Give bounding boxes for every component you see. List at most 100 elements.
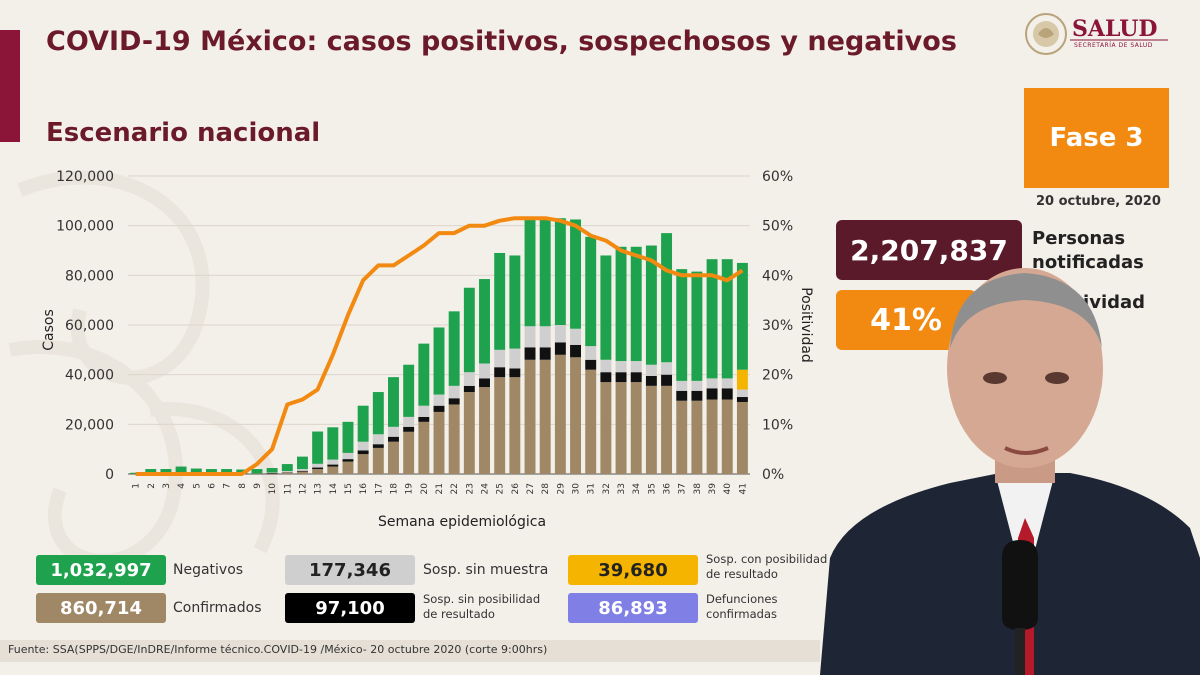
bar-negativos-16	[357, 405, 369, 442]
bar-sosp_sin_muestra-36	[661, 362, 673, 375]
kpi-notificadas-value: 2,207,837	[836, 220, 1022, 280]
bar-confirmados-37	[676, 400, 688, 474]
bar-sosp_sin_posibilidad-38	[691, 390, 703, 401]
bar-sosp_sin_posibilidad-23	[463, 385, 475, 393]
x-tick-label: 8	[238, 483, 248, 489]
bar-sosp_sin_muestra-34	[630, 361, 642, 373]
x-tick-label: 25	[496, 483, 506, 494]
bar-sosp_sin_posibilidad-20	[418, 416, 430, 422]
legend-negativos-label: Negativos	[173, 562, 244, 578]
background-pattern	[8, 170, 280, 568]
report-date: 20 octubre, 2020	[1036, 194, 1161, 209]
bar-sosp_sin_muestra-37	[676, 380, 688, 391]
bar-negativos-20	[418, 343, 430, 406]
bar-confirmados-21	[433, 411, 445, 474]
bar-negativos-41	[736, 262, 748, 370]
bar-confirmados-11	[281, 472, 293, 474]
bar-confirmados-29	[554, 354, 566, 474]
cases-chart: 020,00040,00060,00080,000100,000120,000 …	[41, 169, 814, 530]
bar-sosp_sin_posibilidad-34	[630, 372, 642, 383]
bar-sosp_sin_muestra-10	[266, 472, 278, 474]
bar-sosp_sin_posibilidad-13	[312, 467, 324, 470]
bar-sosp_sin_posibilidad-36	[661, 374, 673, 386]
x-tick-label: 11	[283, 483, 293, 494]
y2-tick-label: 40%	[762, 268, 793, 284]
bar-confirmados-25	[494, 377, 506, 474]
bar-negativos-13	[312, 431, 324, 464]
bar-negativos-3	[160, 469, 172, 474]
bar-negativos-21	[433, 327, 445, 395]
bar-negativos-18	[388, 377, 399, 427]
bar-sosp_sin_muestra-17	[372, 434, 384, 445]
bar-confirmados-36	[661, 385, 673, 474]
bar-negativos-30	[570, 219, 581, 329]
bar-sosp_sin_posibilidad-30	[570, 344, 581, 358]
bar-confirmados-26	[509, 377, 521, 474]
x-tick-label: 31	[587, 483, 597, 494]
bar-sosp_sin_muestra-21	[433, 394, 445, 406]
x-tick-label: 2	[147, 483, 157, 489]
bar-negativos-11	[281, 464, 293, 472]
bar-negativos-7	[221, 469, 233, 474]
x-tick-label: 6	[207, 483, 217, 489]
bar-negativos-10	[266, 468, 278, 473]
page-title: COVID-19 México: casos positivos, sospec…	[46, 26, 957, 57]
bar-confirmados-17	[372, 447, 384, 474]
x-tick-label: 15	[344, 483, 354, 494]
y-axis-label: Casos	[41, 309, 57, 351]
legend-confirmados-label: Confirmados	[173, 600, 262, 616]
legend-defunciones-label-2: confirmadas	[706, 607, 778, 621]
y-tick-label: 20,000	[65, 417, 114, 433]
legend-sosp-sin-posibilidad-value: 97,100	[285, 593, 415, 623]
positividad-line	[135, 216, 744, 476]
bar-sosp_sin_posibilidad-28	[539, 347, 551, 360]
bar-sosp_sin_posibilidad-27	[524, 347, 536, 360]
bar-sosp_sin_muestra-41	[736, 389, 748, 398]
bar-confirmados-13	[312, 469, 324, 474]
bar-sosp_sin_posibilidad-12	[297, 470, 308, 472]
bar-negativos-31	[585, 236, 597, 347]
y-tick-label: 120,000	[56, 169, 114, 185]
bar-sosp_sin_posibilidad-41	[736, 397, 748, 402]
bar-sosp_sin_muestra-33	[615, 361, 627, 373]
legend-sosp-sin-posibilidad-label-2: de resultado	[423, 607, 495, 621]
x-tick-label: 28	[541, 483, 551, 495]
bar-sosp_sin_muestra-19	[403, 416, 415, 427]
legend-sosp-sin-posibilidad-label-1: Sosp. sin posibilidad	[423, 592, 541, 606]
bar-confirmados-22	[448, 404, 460, 474]
legend-sosp-con-posibilidad-label-2: de resultado	[706, 567, 778, 581]
bar-confirmados-27	[524, 359, 536, 474]
bar-negativos-29	[554, 218, 566, 325]
kpi-positividad-value: 41%	[836, 290, 976, 350]
bar-sosp_sin_muestra-28	[539, 326, 551, 348]
bar-sosp_sin_posibilidad-11	[281, 472, 293, 473]
y2-tick-label: 30%	[762, 318, 793, 334]
bar-sosp_sin_muestra-13	[312, 463, 324, 468]
bar-negativos-40	[721, 259, 733, 379]
x-tick-label: 22	[450, 483, 460, 494]
x-tick-label: 27	[526, 483, 536, 494]
bar-sosp_sin_posibilidad-35	[645, 375, 657, 386]
x-tick-label: 30	[572, 483, 582, 495]
x-tick-label: 34	[632, 483, 642, 495]
bar-sosp_sin_posibilidad-18	[388, 436, 399, 442]
bar-sosp_sin_muestra-14	[327, 459, 339, 465]
bar-sosp_sin_muestra-35	[645, 364, 657, 376]
y2-axis-label: Positividad	[798, 287, 814, 363]
bar-negativos-5	[190, 468, 202, 474]
bar-confirmados-24	[479, 387, 490, 474]
x-tick-label: 37	[678, 483, 688, 494]
y2-tick-label: 0%	[762, 467, 784, 483]
bar-sosp_sin_posibilidad-22	[448, 398, 460, 405]
bar-confirmados-38	[691, 400, 703, 474]
bar-confirmados-10	[266, 473, 278, 474]
bar-confirmados-20	[418, 421, 430, 474]
bar-sosp_sin_muestra-30	[570, 328, 581, 345]
legend-defunciones-label-1: Defunciones	[706, 592, 778, 606]
bar-negativos-12	[297, 456, 308, 470]
bar-confirmados-32	[600, 382, 612, 474]
accent-bar	[0, 30, 20, 142]
x-tick-label: 23	[465, 483, 475, 494]
bar-negativos-33	[615, 246, 627, 362]
bar-sosp_sin_posibilidad-21	[433, 405, 445, 412]
